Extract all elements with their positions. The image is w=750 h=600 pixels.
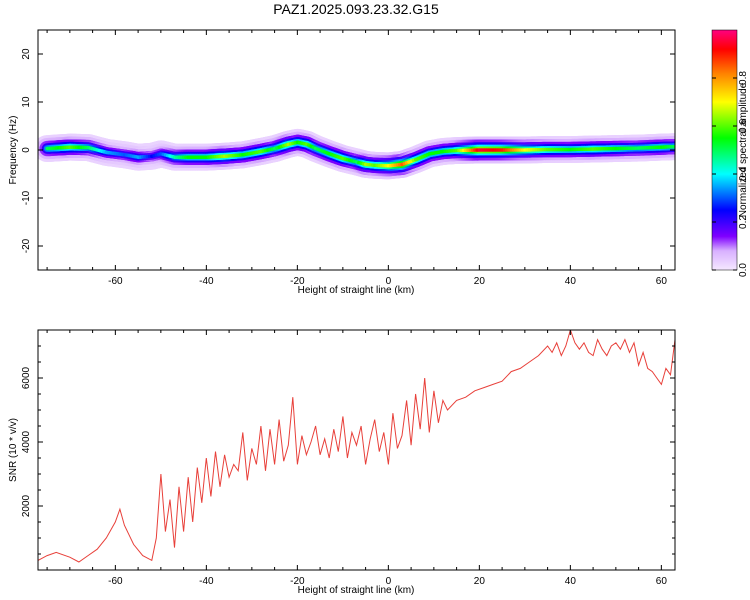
snr-frame (37, 329, 676, 571)
snr-series-line (38, 330, 675, 563)
spectrogram-panel: -60 -40 -20 0 20 40 60 -20 -10 0 10 20 Height of s… (8, 29, 676, 296)
spectrogram-y-label: Frequency (Hz) (8, 116, 19, 185)
colorbar-tick-label: 0.6 (738, 119, 749, 133)
spectrogram-y-tick-label: 10 (21, 96, 32, 108)
colorbar-label: Normalized spectral amplitude (738, 82, 749, 217)
spectrogram-y-tick-label: -20 (21, 238, 32, 253)
snr-y-ticks: 2000 4000 6000 (21, 345, 675, 555)
spectrogram-x-tick-label: 40 (565, 276, 577, 287)
snr-x-tick-label: -60 (108, 576, 123, 587)
snr-x-label: Height of straight line (km) (298, 585, 415, 596)
spectrogram-y-tick-label: 20 (21, 48, 32, 60)
spectrogram-x-ticks: -60 -40 -20 0 20 40 60 (46, 30, 668, 287)
snr-x-tick-label: -20 (290, 576, 305, 587)
spectrogram-x-label: Height of straight line (km) (298, 285, 415, 296)
colorbar-tick-label: 0.4 (738, 167, 749, 181)
spectrogram-y-tick-label: 0 (21, 147, 32, 153)
colorbar-tick-label: 0.8 (738, 71, 749, 85)
colorbar: 0.0 0.2 0.4 0.6 0.8 Normalized spectral ampl… (711, 29, 749, 277)
snr-panel: -60 -40 -20 0 20 40 60 2000 4000 6000 Height of … (8, 329, 676, 596)
spectrogram-ridge (38, 128, 675, 180)
spectrogram-x-tick-label: -60 (108, 276, 123, 287)
snr-x-ticks: -60 -40 -20 0 20 40 60 (46, 330, 668, 587)
page-title: PAZ1.2025.093.23.32.G15 (273, 1, 439, 17)
snr-y-tick-label: 2000 (21, 494, 32, 517)
snr-x-tick-label: 0 (386, 576, 392, 587)
colorbar-gradient (711, 29, 738, 271)
snr-x-tick-label: 60 (656, 576, 668, 587)
colorbar-ticks: 0.0 0.2 0.4 0.6 0.8 (712, 71, 749, 277)
colorbar-tick-label: 0.2 (738, 215, 749, 229)
colorbar-tick-label: 0.0 (738, 263, 749, 277)
snr-x-tick-label: 20 (474, 576, 486, 587)
spectrogram-x-tick-label: 0 (386, 276, 392, 287)
spectrogram-x-tick-label: 20 (474, 276, 486, 287)
snr-x-tick-label: 40 (565, 576, 577, 587)
snr-y-tick-label: 4000 (21, 430, 32, 453)
spectrogram-x-tick-label: -40 (199, 276, 214, 287)
snr-x-tick-label: -40 (199, 576, 214, 587)
snr-y-tick-label: 6000 (21, 366, 32, 389)
spectrogram-y-tick-label: -10 (21, 190, 32, 205)
snr-y-label: SNR (10 * v/v) (8, 418, 19, 482)
spectrogram-x-tick-label: -20 (290, 276, 305, 287)
spectrogram-y-ticks: -20 -10 0 10 20 (21, 48, 675, 253)
spectrogram-x-tick-label: 60 (656, 276, 668, 287)
